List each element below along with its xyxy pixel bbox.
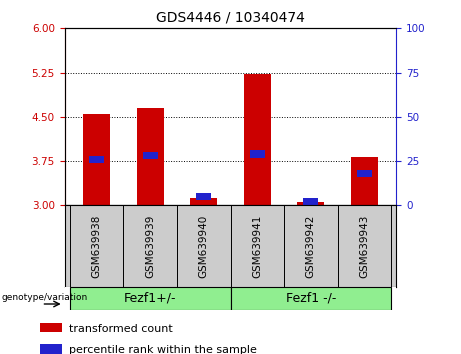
- Text: percentile rank within the sample: percentile rank within the sample: [69, 345, 257, 354]
- Text: GSM639940: GSM639940: [199, 215, 209, 278]
- Bar: [40, 323, 63, 332]
- Bar: [70, 205, 124, 287]
- Bar: [137, 108, 164, 205]
- Text: GSM639939: GSM639939: [145, 214, 155, 278]
- Bar: [357, 170, 372, 177]
- Bar: [351, 157, 378, 205]
- Bar: [83, 114, 110, 205]
- Bar: [244, 74, 271, 205]
- Bar: [337, 205, 391, 287]
- Text: Fezf1 -/-: Fezf1 -/-: [286, 292, 336, 305]
- Bar: [143, 152, 158, 159]
- Bar: [196, 193, 211, 200]
- Bar: [230, 205, 284, 287]
- Text: GSM639942: GSM639942: [306, 214, 316, 278]
- Bar: [250, 150, 265, 158]
- Text: GSM639938: GSM639938: [92, 214, 102, 278]
- Text: genotype/variation: genotype/variation: [1, 293, 88, 302]
- Bar: [190, 198, 217, 205]
- Bar: [70, 287, 230, 310]
- Bar: [124, 205, 177, 287]
- Bar: [297, 202, 324, 205]
- Text: Fezf1+/-: Fezf1+/-: [124, 292, 177, 305]
- Bar: [230, 287, 391, 310]
- Text: GSM639943: GSM639943: [359, 214, 369, 278]
- Bar: [40, 344, 63, 354]
- Text: GSM639941: GSM639941: [252, 214, 262, 278]
- Bar: [284, 205, 337, 287]
- Text: transformed count: transformed count: [69, 324, 172, 333]
- Bar: [89, 156, 104, 163]
- Title: GDS4446 / 10340474: GDS4446 / 10340474: [156, 10, 305, 24]
- Bar: [177, 205, 230, 287]
- Bar: [303, 198, 318, 205]
